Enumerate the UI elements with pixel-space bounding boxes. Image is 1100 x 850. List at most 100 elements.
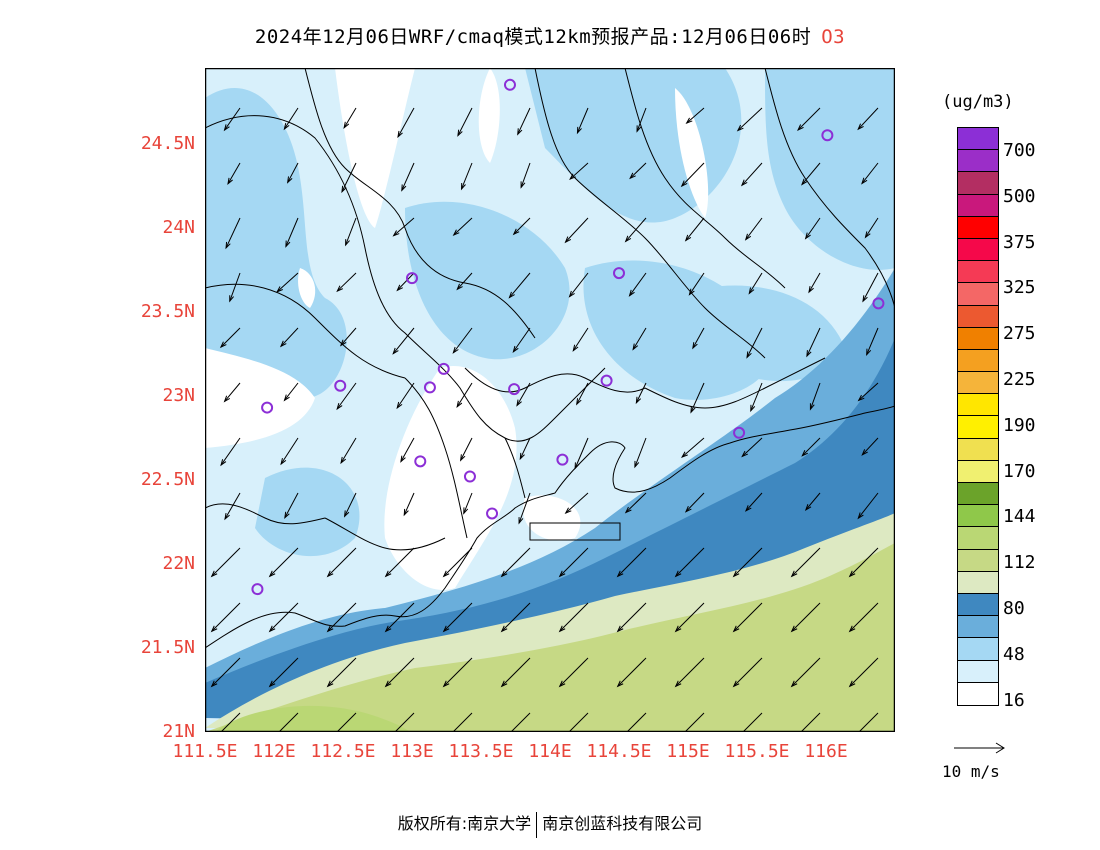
conc-patch-32 — [705, 285, 845, 382]
wind-vector — [452, 217, 473, 237]
wind-vector — [336, 712, 357, 732]
conc-patch-low — [675, 88, 709, 218]
station-marker — [406, 272, 418, 285]
wind-vector — [283, 382, 299, 402]
wind-vector — [681, 437, 705, 458]
wind-vector — [616, 602, 647, 633]
footer-divider — [536, 811, 538, 838]
wind-vector — [674, 602, 705, 633]
station-marker — [486, 507, 499, 520]
wind-vector — [225, 217, 241, 250]
wind-vector — [457, 107, 473, 137]
wind-vector — [500, 657, 531, 688]
wind-vector — [848, 657, 879, 688]
wind-vector — [632, 327, 647, 351]
wind-vector — [210, 547, 241, 578]
wind-vector — [220, 437, 241, 467]
wind-vector — [512, 217, 531, 236]
colorbar-swatch — [958, 305, 998, 328]
wind-vector — [692, 327, 705, 350]
wind-vector — [339, 327, 357, 347]
wind-vector — [564, 217, 589, 244]
colorbar-label: 80 — [1003, 598, 1025, 619]
colorbar-swatch — [958, 283, 998, 306]
wind-vector — [460, 162, 473, 191]
colorbar-swatch — [958, 616, 998, 639]
wind-vector — [280, 437, 299, 466]
x-tick-label: 112.5E — [310, 741, 376, 762]
footer: 版权所有:南京大学 南京创蓝科技有限公司 — [0, 810, 1100, 838]
wind-vector — [508, 272, 531, 299]
wind-vector — [804, 217, 821, 240]
station-marker — [613, 267, 625, 280]
x-tick-label: 111.5E — [172, 741, 238, 762]
y-tick-label: 21N — [162, 721, 195, 742]
y-tick-label: 23.5N — [140, 300, 195, 322]
x-tick-label: 116E — [804, 741, 848, 762]
wind-vector — [210, 602, 241, 633]
title-main: 2024年12月06日WRF/cmaq模式12km预报产品:12月06日06时 — [254, 26, 812, 48]
conc-patch-32 — [765, 68, 895, 270]
boundary-line — [205, 503, 326, 525]
boundary-line — [464, 367, 646, 393]
wind-vector — [223, 107, 241, 132]
colorbar-swatch — [958, 438, 998, 461]
wind-vector — [343, 492, 357, 518]
wind-vector — [680, 162, 705, 188]
wind-vector — [857, 107, 879, 131]
wind-vector — [626, 712, 647, 732]
wind-vector — [808, 272, 821, 294]
wind-vector — [857, 492, 879, 520]
station-marker — [414, 455, 427, 468]
colorbar-label: 48 — [1003, 643, 1025, 665]
wind-vector — [279, 327, 299, 348]
boundary-line — [324, 517, 446, 551]
wind-vector — [268, 547, 299, 578]
wind-vector — [336, 382, 357, 411]
station-marker — [556, 453, 569, 466]
station-marker — [437, 362, 450, 375]
colorbar-swatch — [958, 460, 998, 483]
wind-vector — [284, 492, 299, 520]
wind-vector — [732, 602, 763, 633]
wind-vector — [510, 712, 531, 732]
wind-vector — [732, 657, 763, 688]
station-marker — [508, 383, 521, 396]
wind-vector — [384, 602, 415, 633]
wind-vectors — [210, 107, 879, 732]
colorbar-label: 16 — [1003, 689, 1025, 711]
wind-vector — [857, 382, 879, 402]
x-tick-label: 113.5E — [448, 741, 514, 762]
colorbar-swatch — [958, 327, 998, 350]
boundary-line — [529, 522, 621, 541]
boundary-line — [205, 405, 895, 649]
wind-vector — [384, 657, 415, 688]
wind-vector — [519, 437, 531, 461]
wind-vector — [336, 272, 357, 293]
colorbar-swatch — [958, 349, 998, 373]
wind-vector — [634, 437, 647, 469]
wind-vector — [736, 107, 763, 132]
boundary-line — [534, 68, 766, 359]
colorbar-swatch — [958, 682, 998, 705]
wind-vector — [286, 162, 299, 184]
station-marker — [261, 401, 274, 414]
wind-vector — [326, 547, 357, 578]
wind-vector — [740, 162, 763, 187]
wind-vector — [790, 602, 821, 633]
conc-patch-32 — [255, 467, 360, 557]
colorbar-units: (ug/m3) — [942, 92, 1014, 112]
colorbar-swatch — [958, 660, 998, 683]
colorbar-label: 144 — [1003, 506, 1036, 528]
wind-vector — [858, 712, 879, 732]
y-tick-label: 22N — [162, 552, 195, 574]
wind-vector — [558, 657, 589, 688]
wind-vector — [568, 272, 589, 298]
wind-vector — [684, 217, 705, 242]
wind-vector — [564, 492, 589, 515]
wind-reference-label: 10 m/s — [942, 762, 1000, 781]
colorbar-swatch — [958, 505, 998, 528]
y-tick-label: 21.5N — [140, 636, 195, 658]
station-marker — [463, 470, 476, 483]
wind-vector — [636, 107, 647, 133]
